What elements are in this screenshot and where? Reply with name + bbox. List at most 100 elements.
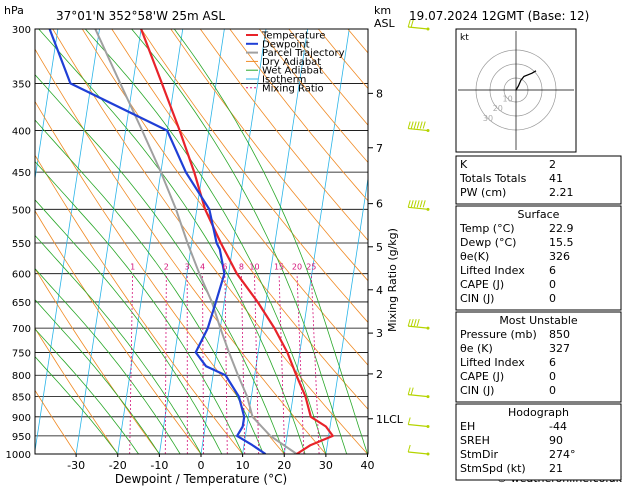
indices-tables: K 2 Totals Totals 41 PW (cm) 2.21 SurfaceTemp …: [455, 155, 622, 481]
pressure-tick-label: 600: [12, 270, 31, 281]
hodograph-ring-label: 30: [483, 114, 493, 123]
index-table: [455, 155, 622, 205]
index-table: [455, 403, 622, 481]
isotherm-line: [35, 29, 100, 454]
wind-barb: [407, 19, 430, 31]
mixing-ratio-line: [278, 273, 286, 454]
wind-barb-flag: [410, 19, 414, 28]
mixing-ratio-label: 10: [249, 263, 259, 272]
temperature-tick-label: 10: [236, 459, 250, 472]
wet-adiabat-line: [173, 29, 368, 454]
km-tick-label: 3: [376, 327, 383, 340]
index-label: CIN (J): [460, 292, 494, 305]
index-label: Pressure (mb): [460, 328, 537, 341]
pressure-tick-label: 750: [12, 348, 31, 359]
index-label: StmDir: [460, 448, 499, 461]
x-axis-label: Dewpoint / Temperature (°C): [115, 472, 287, 486]
mixing-ratio-label: 25: [306, 263, 316, 272]
legend-label: Isotherm: [262, 75, 306, 86]
hodograph-ring-label: 10: [503, 94, 513, 103]
dry-adiabat-line: [35, 389, 77, 454]
legend-label: Mixing Ratio: [262, 83, 324, 94]
pressure-tick-label: 850: [12, 393, 31, 404]
index-value: 0: [549, 384, 556, 397]
wind-barb-flag: [407, 200, 411, 208]
dry-adiabat-line: [199, 29, 368, 241]
wet-adiabat-line: [35, 299, 160, 454]
wind-barb-dot: [426, 129, 430, 133]
temperature-tick-label: 20: [277, 459, 291, 472]
wet-adiabat-line: [35, 119, 264, 454]
isotherm-line: [117, 29, 184, 454]
index-label: StmSpd (kt): [460, 462, 526, 475]
index-value: -44: [549, 420, 567, 433]
index-value: 6: [549, 356, 556, 369]
isotherm-line: [325, 175, 368, 454]
dry-adiabat-line: [140, 29, 368, 323]
dry-adiabat-line: [35, 154, 243, 454]
wind-barb-shaft: [408, 325, 429, 329]
mixing-ratio-label: 15: [274, 263, 284, 272]
wind-barb-flag: [413, 200, 417, 208]
legend-label: Parcel Trajectory: [262, 48, 345, 59]
mixing-ratio-label: 2: [164, 263, 169, 272]
mixing-ratio-label: 3: [185, 263, 190, 272]
index-label: PW (cm): [460, 186, 506, 199]
wind-barb: [407, 387, 430, 399]
wet-adiabat-line: [35, 199, 223, 454]
wind-barb-dot: [426, 27, 430, 31]
index-label: EH: [460, 420, 475, 433]
wind-barb-flag: [413, 121, 417, 129]
wind-barb-flag: [407, 19, 411, 28]
wet-adiabat-line: [35, 268, 181, 454]
legend-label: Wet Adiabat: [262, 66, 323, 77]
km-tick-label: 1LCL: [376, 413, 404, 426]
index-value: 6: [549, 264, 556, 277]
wind-barb-dot: [426, 424, 430, 428]
dewpoint-line: [48, 29, 267, 454]
wind-barb-shaft: [408, 423, 429, 428]
pressure-tick-label: 500: [12, 205, 31, 216]
hpa-label: hPa: [4, 4, 24, 17]
wet-adiabat-line: [35, 160, 243, 454]
isotherm-line: [367, 448, 368, 454]
dry-adiabat-line: [35, 100, 285, 454]
wet-adiabat-line: [85, 29, 327, 454]
parcel-trajectory-line: [94, 29, 298, 454]
pressure-tick-label: 950: [12, 432, 31, 443]
wind-barb-flag: [410, 318, 414, 327]
dry-adiabat-line: [35, 210, 202, 454]
legend-label: Dewpoint: [262, 39, 310, 50]
pressure-tick-label: 650: [12, 298, 31, 309]
wind-barb: [407, 200, 430, 211]
index-label: CAPE (J): [460, 278, 504, 291]
index-label: Temp (°C): [459, 222, 515, 235]
mixing-ratio-label: 1: [130, 263, 135, 272]
index-value: 326: [549, 250, 570, 263]
wind-barb-flag: [407, 387, 411, 395]
wind-barb: [407, 417, 430, 428]
index-table: [455, 205, 622, 311]
wind-barb-flag: [410, 121, 414, 129]
pressure-tick-label: 300: [12, 25, 31, 36]
hodograph-ring-label: 20: [493, 104, 503, 113]
wind-barb-flag: [407, 121, 411, 129]
wind-barb: [407, 318, 430, 330]
wind-barb-flag: [422, 200, 426, 208]
index-value: 2.21: [549, 186, 574, 199]
wind-barb-flag: [413, 318, 417, 327]
temperature-tick-label: -30: [67, 459, 85, 472]
datetime-title: 19.07.2024 12GMT (Base: 12): [409, 9, 589, 23]
mixing-ratio-label: 20: [292, 263, 302, 272]
km-tick-label: 8: [376, 87, 383, 100]
km-tick-label: 4: [376, 284, 383, 297]
wet-adiabat-line: [35, 328, 139, 454]
isotherm-line: [75, 29, 142, 454]
dry-adiabat-line: [52, 29, 368, 454]
wind-barb-dot: [426, 395, 430, 399]
wind-barb-flag: [416, 200, 420, 208]
pressure-tick-label: 800: [12, 371, 31, 382]
mixing-ratio-axis-label: Mixing Ratio (g/kg): [386, 228, 399, 332]
